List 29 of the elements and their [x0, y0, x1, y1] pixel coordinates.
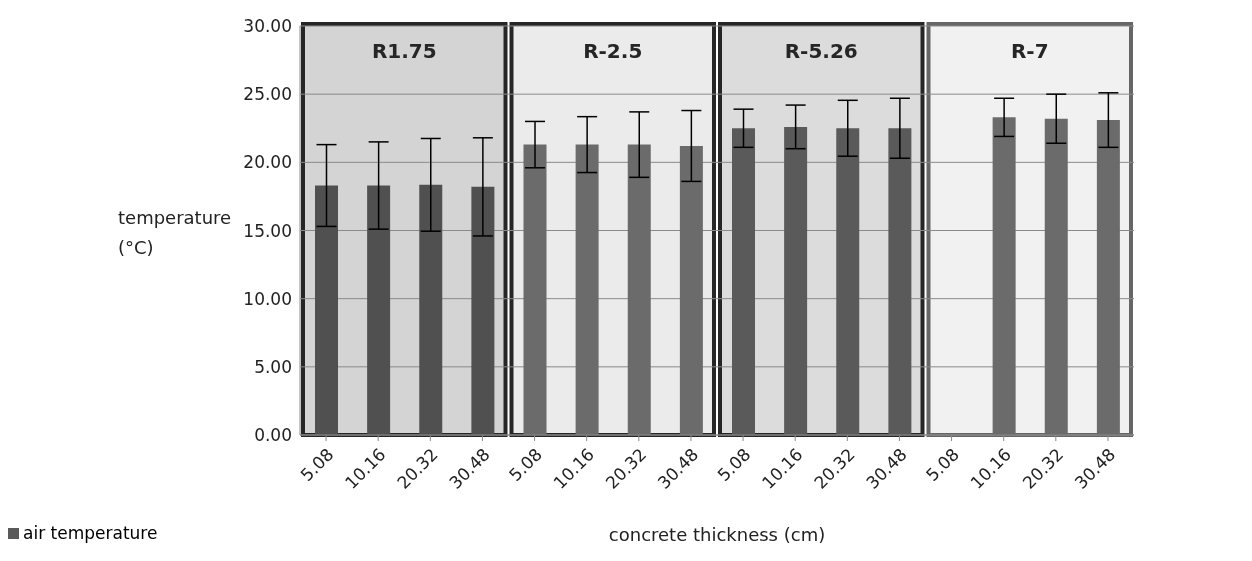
bar — [888, 128, 912, 435]
y-tick-label: 20.00 — [243, 152, 292, 173]
bar — [992, 117, 1016, 435]
y-tick-label: 30.00 — [243, 16, 292, 37]
bar — [315, 185, 338, 435]
bar — [523, 144, 547, 435]
legend-label: air temperature — [23, 523, 158, 543]
y-tick-label: 25.00 — [243, 84, 292, 105]
bar — [575, 144, 599, 435]
bar — [627, 144, 651, 435]
bar — [367, 185, 391, 435]
bar — [1044, 118, 1068, 435]
bar — [1096, 120, 1120, 435]
y-tick-label: 5.00 — [254, 356, 292, 377]
bar — [471, 186, 495, 435]
y-tick-label: 0.00 — [254, 425, 292, 446]
x-axis-title: concrete thickness (cm) — [608, 524, 826, 545]
annotation: R-7 — [1010, 39, 1049, 63]
y-tick-label: 10.00 — [243, 288, 292, 309]
annotation: R-5.26 — [784, 39, 858, 63]
bar — [784, 126, 808, 435]
bar — [679, 145, 703, 435]
bar — [836, 128, 860, 435]
bar — [419, 184, 443, 435]
bar — [732, 128, 755, 435]
y-tick-label: 15.00 — [243, 220, 292, 241]
annotation: R-2.5 — [583, 39, 643, 63]
y-axis-title: temperature (°C) — [118, 206, 232, 260]
annotation: R1.75 — [371, 39, 437, 63]
